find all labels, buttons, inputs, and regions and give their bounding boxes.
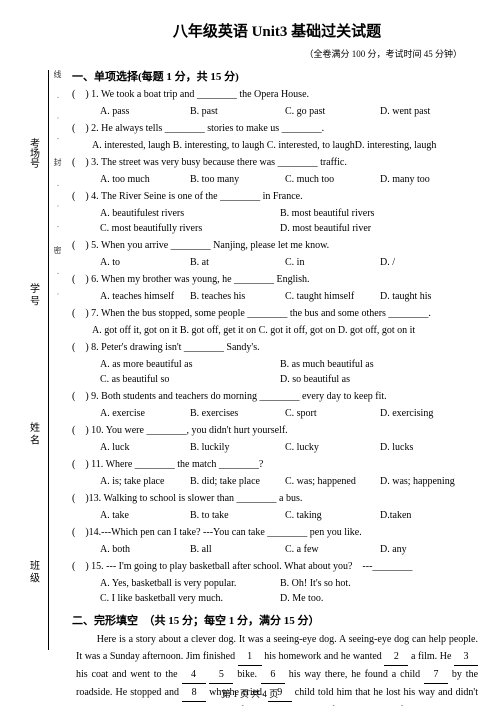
vertical-line <box>48 70 49 650</box>
opt: C. I like basketball very much. <box>100 591 280 606</box>
opt: B. did; take place <box>190 474 285 489</box>
question: ( ) 3. The street was very busy because … <box>72 155 482 170</box>
opt: B. Oh! It's so hot. <box>280 576 460 591</box>
opt: A. teaches himself <box>100 289 190 304</box>
opt: B. luckily <box>190 440 285 455</box>
opt: D. many too <box>380 172 470 187</box>
opt: A. exercise <box>100 406 190 421</box>
blank: 1 <box>238 648 262 666</box>
opt: A. too much <box>100 172 190 187</box>
blank: 4 <box>182 666 206 684</box>
blank: 10 <box>101 702 125 706</box>
blank: 2 <box>384 648 408 666</box>
opt: D. most beautiful river <box>280 221 460 236</box>
opt: C. was; happened <box>285 474 380 489</box>
question: ( ) 2. He always tells ________ stories … <box>72 121 482 136</box>
opt: B. most beautiful rivers <box>280 206 460 221</box>
opt: B. at <box>190 255 285 270</box>
seal-line: 线 · · · 封 · · · 密 · · <box>55 70 63 650</box>
question: ( ) 8. Peter's drawing isn't ________ Sa… <box>72 340 482 355</box>
blank: 11 <box>437 702 461 706</box>
opt: C. as beautiful so <box>100 372 280 387</box>
opt: A. to <box>100 255 190 270</box>
opt: D. / <box>380 255 470 270</box>
side-label: 姓 名 <box>26 422 41 445</box>
question: ( ) 7. When the bus stopped, some people… <box>72 306 482 321</box>
opt: C. sport <box>285 406 380 421</box>
opt: D. any <box>380 542 470 557</box>
subtitle: （全卷满分 100 分，考试时间 45 分钟） <box>72 47 482 60</box>
opt: C. most beautifully rivers <box>100 221 280 236</box>
opt: A. Yes, basketball is very popular. <box>100 576 280 591</box>
opt: A. luck <box>100 440 190 455</box>
question: ( )14.---Which pen can I take? ---You ca… <box>72 525 482 540</box>
opt: B. all <box>190 542 285 557</box>
opt: D. taught his <box>380 289 470 304</box>
opt: C. taking <box>285 508 380 523</box>
opt: B. teaches his <box>190 289 285 304</box>
opt: D.taken <box>380 508 470 523</box>
opt: D. so beautiful as <box>280 372 460 387</box>
opt: C. a few <box>285 542 380 557</box>
opt: D. was; happening <box>380 474 470 489</box>
opt: B. past <box>190 104 285 119</box>
question: ( ) 15. --- I'm going to play basketball… <box>72 559 482 574</box>
opt: A. interested, laugh B. interesting, to … <box>72 138 482 153</box>
opt: A. is; take place <box>100 474 190 489</box>
blank: 5 <box>209 666 233 684</box>
opt: A. both <box>100 542 190 557</box>
question: ( ) 1. We took a boat trip and ________ … <box>72 87 482 102</box>
opt: A. pass <box>100 104 190 119</box>
question: ( ) 9. Both students and teachers do mor… <box>72 389 482 404</box>
blank: 3 <box>454 648 478 666</box>
opt: B. as much beautiful as <box>280 357 460 372</box>
opt: A. take <box>100 508 190 523</box>
side-label: 班 级 <box>26 560 41 583</box>
question: ( ) 6. When my brother was young, he ___… <box>72 272 482 287</box>
opt: C. go past <box>285 104 380 119</box>
question: ( ) 4. The River Seine is one of the ___… <box>72 189 482 204</box>
opt: B. exercises <box>190 406 285 421</box>
opt: C. taught himself <box>285 289 380 304</box>
section-heading: 一、单项选择(每题 1 分，共 15 分) <box>72 68 482 84</box>
opt: A. as more beautiful as <box>100 357 280 372</box>
footer: 第 1 页 共 4 页 <box>0 687 500 700</box>
opt: B. to take <box>190 508 285 523</box>
question: ( ) 5. When you arrive ________ Nanjing,… <box>72 238 482 253</box>
side-label: 学 号 <box>26 283 41 306</box>
opt: A. got off it, got on it B. got off, get… <box>72 323 482 338</box>
question: ( ) 10. You were ________, you didn't hu… <box>72 423 482 438</box>
opt: C. lucky <box>285 440 380 455</box>
opt: A. beautifulest rivers <box>100 206 280 221</box>
opt: B. too many <box>190 172 285 187</box>
blank: 7 <box>424 666 448 684</box>
blank: 6 <box>261 666 285 684</box>
opt: D. exercising <box>380 406 470 421</box>
question: ( )13. Walking to school is slower than … <box>72 491 482 506</box>
section-heading: 二、完形填空 （共 15 分；每空 1 分，满分 15 分） <box>72 612 482 628</box>
opt: D. went past <box>380 104 470 119</box>
content: 八年级英语 Unit3 基础过关试题 （全卷满分 100 分，考试时间 45 分… <box>72 20 482 706</box>
question: ( ) 11. Where ________ the match _______… <box>72 457 482 472</box>
opt: D. Me too. <box>280 591 460 606</box>
opt: C. in <box>285 255 380 270</box>
opt: D. lucks <box>380 440 470 455</box>
opt: C. much too <box>285 172 380 187</box>
page-title: 八年级英语 Unit3 基础过关试题 <box>72 20 482 41</box>
side-label: 考场号 <box>26 138 41 168</box>
